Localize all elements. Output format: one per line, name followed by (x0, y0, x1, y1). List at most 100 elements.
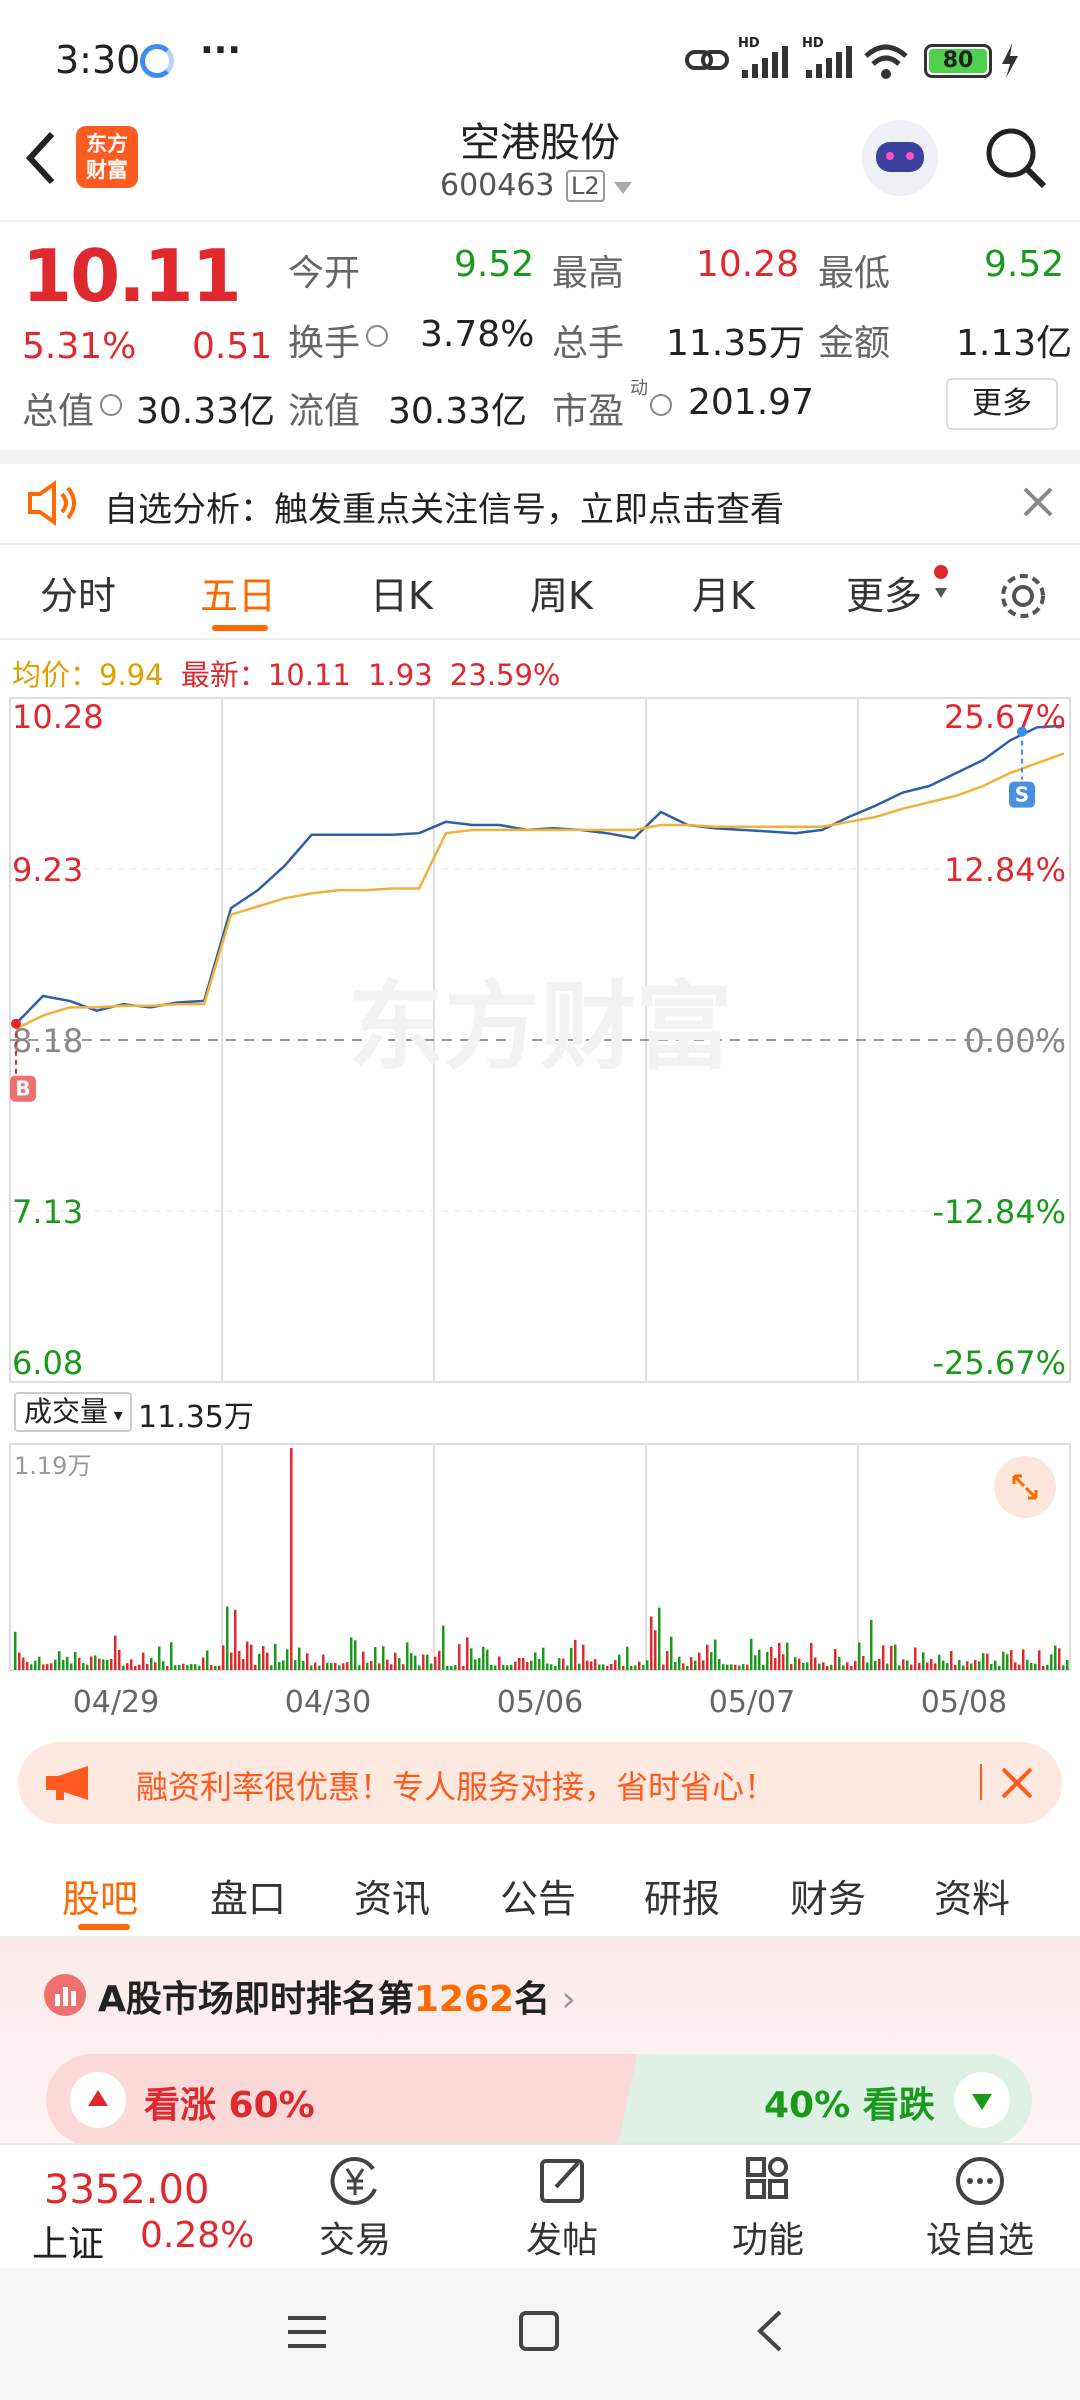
volume-bar (742, 1664, 745, 1670)
volume-bar (814, 1657, 817, 1670)
volume-bar (834, 1649, 837, 1670)
open-label: 今开 (288, 253, 361, 294)
function-button[interactable]: 功能 (708, 2155, 828, 2263)
volume-bar (282, 1660, 285, 1670)
add-watchlist-label: 设自选 (925, 2220, 1034, 2261)
tab-announcements[interactable]: 公告 (500, 1877, 577, 1921)
search-icon[interactable] (984, 126, 1048, 190)
edit-icon (540, 2159, 584, 2203)
latest-label: 最新： (180, 658, 268, 692)
tab-forum[interactable]: 股吧 (62, 1877, 139, 1921)
volume-bar (298, 1647, 301, 1670)
volume-bar (574, 1639, 577, 1670)
rank-text[interactable]: A股市场即时排名第1262名 › (98, 1979, 576, 2020)
bear-button[interactable] (954, 2072, 1010, 2128)
turnover-value: 3.78% (420, 314, 535, 355)
volume-bar (222, 1645, 225, 1670)
five-day-chart[interactable]: 均价：9.94 最新：10.11 1.93 23.59% 东方财富 10.28 25… (0, 640, 1080, 1730)
volume-selector[interactable]: 成交量 ▾ (14, 1392, 132, 1432)
volume-bar (266, 1652, 269, 1670)
volume-bar (1038, 1650, 1041, 1670)
volume-value: 11.35万 (666, 323, 806, 364)
settings-gear-icon[interactable] (996, 569, 1050, 623)
volume-bar (1054, 1645, 1057, 1670)
volume-bar (1014, 1662, 1017, 1670)
tab-research[interactable]: 研报 (644, 1877, 721, 1921)
volume-bar (214, 1665, 217, 1670)
index-value[interactable]: 3352.00 (44, 2167, 210, 2213)
volume-bar (654, 1630, 657, 1670)
volume-bar (522, 1657, 525, 1670)
home-icon[interactable] (518, 2310, 560, 2352)
menu-icon[interactable] (286, 2312, 328, 2352)
close-icon[interactable] (1022, 486, 1054, 518)
tab-weekly-k[interactable]: 周K (530, 574, 593, 618)
volume-bar (362, 1651, 365, 1670)
volume-bar (658, 1607, 661, 1670)
stock-name: 空港股份 (460, 120, 620, 166)
ad-close-icon[interactable] (1000, 1766, 1034, 1800)
post-label: 发帖 (525, 2220, 598, 2261)
tab-orderbook[interactable]: 盘口 (210, 1877, 287, 1921)
volume-bar (470, 1648, 473, 1670)
volume-bar (454, 1665, 457, 1670)
tab-daily-k[interactable]: 日K (370, 574, 433, 618)
mktcap-label: 总值 (22, 391, 95, 432)
volume-bar (762, 1664, 765, 1670)
add-watchlist-button[interactable]: 设自选 (910, 2155, 1050, 2263)
post-button[interactable]: 发帖 (502, 2155, 622, 2263)
volume-bar (958, 1660, 961, 1670)
alert-banner[interactable]: 自选分析：触发重点关注信号，立即点击查看 (0, 450, 1080, 545)
volume-bar (766, 1651, 769, 1670)
volume-bar (378, 1663, 381, 1670)
info-icon[interactable] (366, 325, 388, 347)
chart-tabs: 分时 五日 日K 周K 月K 更多 (0, 545, 1080, 640)
tab-monthly-k[interactable]: 月K (692, 574, 755, 618)
chart-canvas: 东方财富 10.28 25.67% 9.23 12.84% 8.18 0.00% 7.13 -1… (9, 697, 1071, 1720)
nav-back-icon[interactable] (754, 2308, 784, 2354)
bull-button[interactable] (70, 2072, 126, 2128)
volume-bar (678, 1656, 681, 1670)
tab-financials[interactable]: 财务 (790, 1877, 867, 1921)
back-icon[interactable] (20, 128, 60, 188)
trade-button[interactable]: 交易 (295, 2155, 415, 2263)
volume-bar (858, 1642, 861, 1670)
robot-assistant-icon[interactable] (862, 120, 938, 196)
tab-more[interactable]: 更多 (846, 574, 923, 618)
volume-bar (142, 1652, 145, 1670)
active-tab-indicator (212, 625, 268, 631)
expand-icon[interactable] (994, 1456, 1056, 1518)
volume-bar (254, 1664, 257, 1670)
volume-bar (98, 1658, 101, 1670)
volume-label: 总手 (552, 323, 625, 364)
volume-bar (226, 1606, 229, 1670)
notification-dot (934, 565, 948, 579)
volume-bar (114, 1635, 117, 1670)
volume-bar (146, 1664, 149, 1670)
volume-bar (550, 1664, 553, 1670)
dropdown-icon[interactable] (612, 180, 634, 196)
index-name: 上证 (32, 2224, 105, 2265)
volume-bar (530, 1660, 533, 1670)
volume-bar (902, 1659, 905, 1670)
tab-five-day[interactable]: 五日 (200, 574, 277, 618)
info-icon-3[interactable] (650, 394, 672, 416)
more-button[interactable]: 更多 (946, 378, 1058, 430)
tab-intraday[interactable]: 分时 (40, 574, 117, 618)
tab-news[interactable]: 资讯 (354, 1877, 431, 1921)
volume-bar (54, 1659, 57, 1670)
volume-bar (998, 1665, 1001, 1670)
tab-profile[interactable]: 资料 (934, 1877, 1011, 1921)
battery-level: 80 (929, 49, 987, 73)
volume-bar (426, 1654, 429, 1670)
volume-bar (438, 1650, 441, 1670)
volume-bar (510, 1664, 513, 1670)
volume-bar (1018, 1664, 1021, 1670)
volume-bar (422, 1654, 425, 1670)
info-icon-2[interactable] (100, 394, 122, 416)
volume-bar (62, 1659, 65, 1670)
ad-banner[interactable]: 融资利率很优惠！专人服务对接，省时省心！ (18, 1742, 1062, 1824)
volume-bar (406, 1642, 409, 1670)
latest-value: 10.11 (267, 658, 351, 692)
volume-bar (26, 1662, 29, 1670)
